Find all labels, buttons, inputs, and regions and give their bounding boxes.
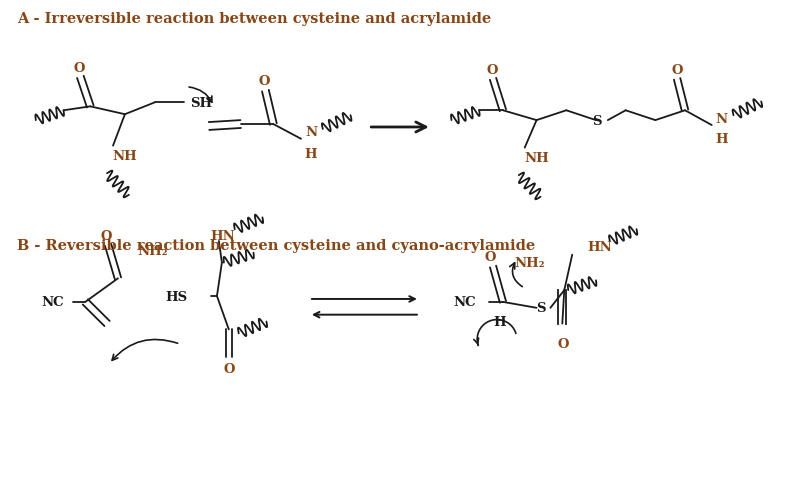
Text: SH: SH — [190, 96, 213, 110]
Text: O: O — [100, 229, 111, 242]
Text: O: O — [557, 337, 569, 350]
Text: O: O — [484, 251, 496, 264]
Text: HN: HN — [587, 241, 612, 254]
Text: HS: HS — [165, 290, 187, 303]
Text: NC: NC — [453, 296, 476, 309]
Text: B - Reversible reaction between cysteine and cyano-acrylamide: B - Reversible reaction between cysteine… — [17, 239, 535, 252]
Text: NH: NH — [525, 152, 549, 165]
Text: NH₂: NH₂ — [515, 256, 545, 270]
Text: NH₂: NH₂ — [138, 245, 168, 258]
Text: O: O — [74, 61, 85, 74]
Text: S: S — [592, 114, 602, 127]
Text: S: S — [536, 301, 545, 315]
Text: HN: HN — [210, 229, 235, 242]
Text: NH: NH — [112, 150, 137, 163]
Text: O: O — [223, 362, 234, 375]
Text: N: N — [305, 126, 317, 139]
Text: H: H — [715, 133, 728, 146]
Text: NC: NC — [42, 296, 64, 309]
Text: N: N — [715, 112, 727, 125]
Text: O: O — [671, 63, 683, 76]
Text: O: O — [259, 75, 270, 88]
Text: H: H — [305, 148, 318, 161]
Text: A - Irreversible reaction between cysteine and acrylamide: A - Irreversible reaction between cystei… — [17, 12, 492, 26]
Text: H: H — [494, 315, 506, 328]
Text: O: O — [486, 63, 498, 76]
